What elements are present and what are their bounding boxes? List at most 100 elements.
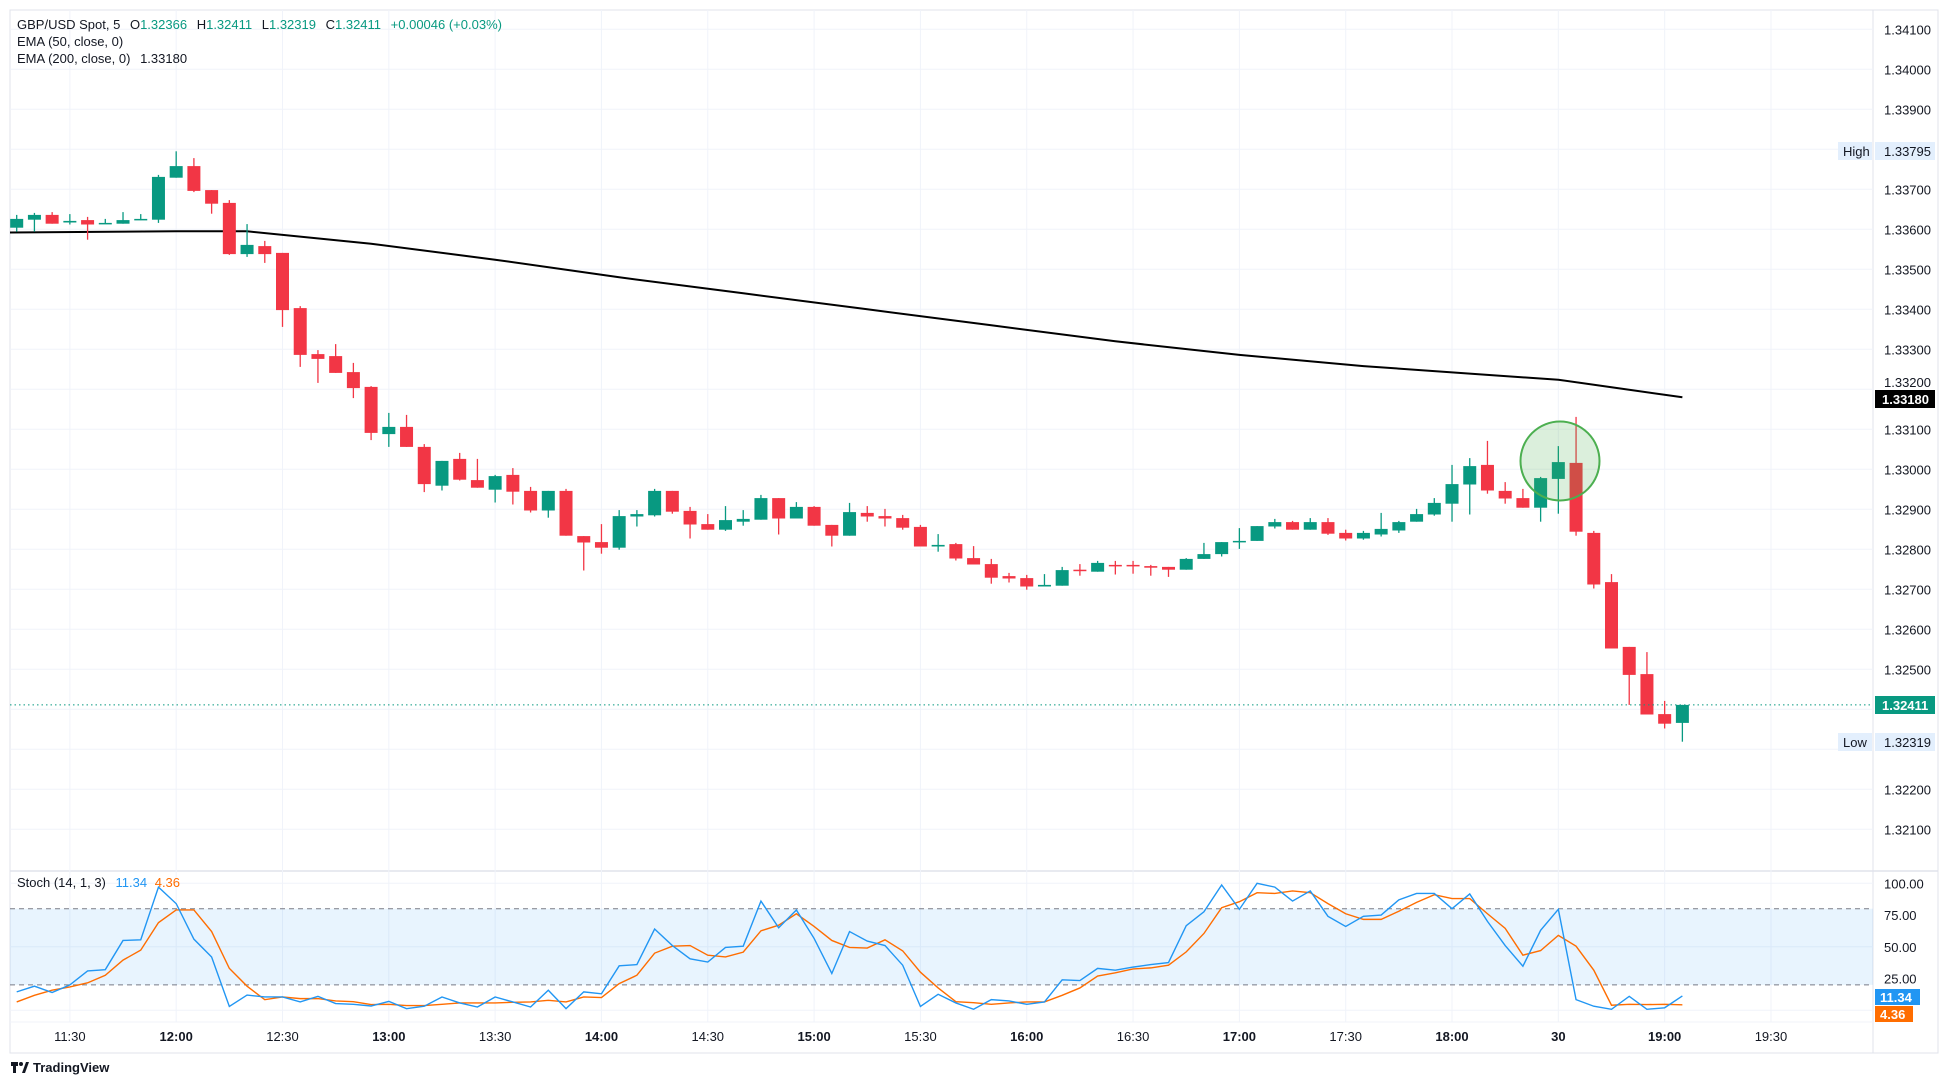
candle-body [949,544,963,559]
legend-high-value: 1.32411 [206,17,252,32]
candle-down [807,506,821,526]
stoch-d-line [16,890,1683,1007]
legend-ema50[interactable]: EMA (50, close, 0) [17,34,123,49]
time-tick-label: 16:00 [1010,1029,1043,1044]
tradingview-logo-icon [11,1062,29,1073]
candle-body [276,252,289,311]
price-tick-label: 1.32800 [1884,542,1931,557]
candle-body [417,446,431,485]
candle-down [506,468,520,505]
candle-up [435,460,449,491]
candle-up [1374,512,1388,537]
candle-down [913,524,927,547]
candle-body [1640,674,1654,715]
price-axis[interactable]: 1.34100 1.34000 1.33900 1.33700 1.33600 1.335… [1884,22,1931,837]
candle-body [648,490,662,516]
time-tick-label: 15:00 [797,1029,830,1044]
candle-up [1091,560,1105,572]
candle-down [364,386,378,441]
candle-body [311,354,325,359]
stoch-legend[interactable]: Stoch (14, 1, 3) 11.34 4.36 [17,875,180,890]
candle-up [10,214,24,232]
stoch-k-badge-value: 11.34 [1880,990,1913,1005]
candle-body [1091,562,1105,572]
candle-body [1622,646,1636,675]
stoch-band-fill [10,908,1873,985]
candle-body [240,244,254,255]
candle-body [134,218,148,221]
candle-up [1675,704,1689,742]
candle-down [1144,564,1158,576]
candle-body [1286,522,1300,530]
price-tick-label: 1.32700 [1884,582,1931,597]
candle-body [27,214,41,220]
candle-body [1445,484,1459,504]
legend-ema200[interactable]: EMA (200, close, 0) 1.33180 [17,51,187,66]
candle-body [63,220,77,223]
candle-body [878,516,892,519]
candle-body [1126,564,1140,567]
legend-low-value: 1.32319 [269,17,316,32]
stoch-tick-label: 25.00 [1884,972,1917,987]
candle-body [1339,532,1353,539]
candle-body [594,542,608,548]
candle-body [1498,490,1512,499]
stoch-d-badge-value: 4.36 [1880,1007,1905,1022]
candle-down [772,498,786,535]
candle-up [1356,530,1370,540]
candle-down [1073,564,1087,576]
legend-change: +0.00046 (+0.03%) [391,17,502,32]
time-axis[interactable]: 11:30 12:00 12:30 13:00 13:30 14:00 14:30 15:00… [54,1029,1787,1044]
price-tick-label: 1.34100 [1884,22,1931,37]
candle-body [559,490,573,536]
price-tick-label: 1.32100 [1884,822,1931,837]
candle-up [116,212,130,224]
candle-body [683,510,697,525]
candle-body [10,218,24,228]
candle-body [1675,704,1689,723]
candle-down [311,350,325,383]
candle-down [860,506,874,522]
stoch-legend-k: 11.34 [116,875,148,890]
candle-body [1463,466,1477,485]
candle-body [1162,566,1175,570]
candle-body [1374,528,1388,535]
candle-up [27,212,41,232]
candle-up [1392,520,1406,533]
candle-down [222,200,236,255]
candle-body [1232,540,1246,543]
last-price-value: 1.32411 [1882,698,1928,713]
candle-body [896,518,910,528]
candle-up [1463,458,1477,515]
candle-body [1551,462,1565,479]
candle-up [1250,526,1264,541]
candle-up [931,534,945,552]
candle-down [45,212,59,224]
tradingview-logo[interactable]: TradingView [11,1060,110,1075]
candle-down [1002,572,1016,583]
candle-body [488,476,502,490]
candle-body [524,490,538,511]
candle-down [878,508,892,527]
stoch-k-badge: 11.34 [1875,989,1920,1005]
candle-up [1445,464,1459,522]
stoch-axis[interactable]: 100.00 75.00 50.00 25.00 [1884,876,1924,986]
candle-body [293,308,307,355]
candle-body [364,386,378,433]
grid-lines [10,10,1873,1022]
candle-body [453,458,467,480]
candle-down [1286,520,1300,530]
candle-body [701,524,715,530]
candle-up [1410,508,1424,522]
legend-symbol-row[interactable]: GBP/USD Spot, 5 O1.32366 H1.32411 L1.323… [17,17,502,32]
candle-body [789,506,803,519]
candle-down [1587,530,1601,589]
ema200-series [9,230,1683,399]
candle-body [1356,532,1370,539]
price-tick-label: 1.34000 [1884,62,1931,77]
candle-down [984,558,998,584]
candle-down [1020,574,1034,590]
candle-down [949,542,963,561]
legend-ema200-label: EMA (200, close, 0) [17,51,130,66]
